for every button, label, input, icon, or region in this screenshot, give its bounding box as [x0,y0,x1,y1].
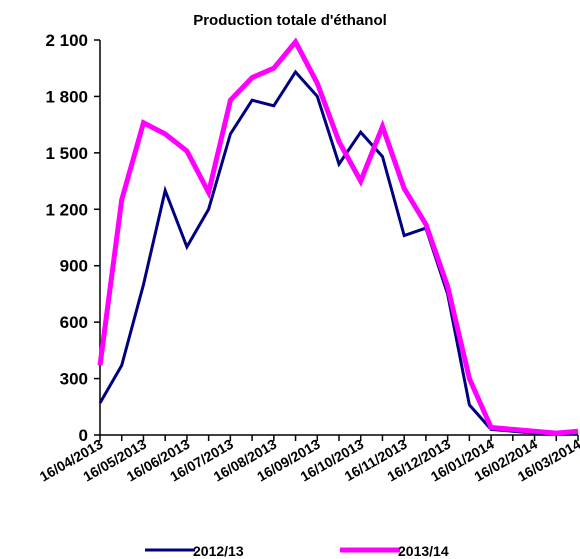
series-line-1 [97,37,579,436]
y-tick-label: 1 500 [45,144,88,163]
chart-title: Production totale d'éthanol [193,12,387,29]
y-tick-label: 900 [60,257,88,276]
y-tick-label: 1 200 [45,200,88,219]
chart-legend: 2012/13 2013/14 [145,543,449,559]
series-line-0 [98,69,579,436]
legend-label: 2012/13 [193,543,244,559]
y-axis-ticks: 0 300 600 900 1 200 1 500 1 800 2 100 [45,31,100,445]
y-tick-label: 600 [60,313,88,332]
y-tick-label: 2 100 [45,31,88,50]
chart-axes [99,40,578,436]
legend-label: 2013/14 [398,543,449,559]
x-axis-ticks: 16/04/201316/05/201316/06/201316/07/2013… [37,435,580,485]
y-tick-label: 300 [60,370,88,389]
y-tick-label: 1 800 [45,87,88,106]
y-tick-label: 0 [79,426,88,445]
chart-series [97,37,579,436]
